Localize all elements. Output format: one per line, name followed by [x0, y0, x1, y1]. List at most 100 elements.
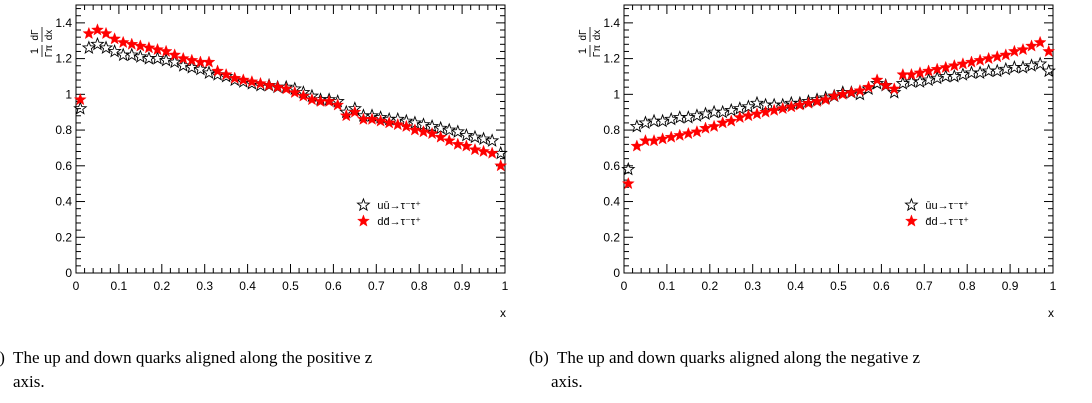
- chart-0-series-1-point: [228, 71, 242, 84]
- chart-0-xtick-label: 0: [73, 279, 80, 293]
- chart-1-series-1-point: [853, 83, 867, 97]
- chart-0-series-1-point: [288, 85, 302, 99]
- caption-b: (b) The up and down quarks aligned along…: [529, 346, 1075, 394]
- chart-1-series-0-point: [655, 113, 670, 128]
- chart-0-series-1-point: [151, 42, 164, 56]
- chart-1-series-1-point: [759, 105, 773, 118]
- chart-0-series-0-point: [450, 124, 465, 138]
- chart-0-series-1-point: [185, 53, 199, 66]
- chart-1-xtick-label: 0.3: [744, 279, 761, 293]
- chart-0-series-1-point: [477, 144, 490, 157]
- chart-1-series-1-point: [793, 98, 807, 111]
- chart-1-ytick-label: 1.2: [603, 52, 620, 66]
- chart-1-series-1-point: [819, 92, 833, 106]
- chart-1-xtick-label: 0.6: [873, 279, 890, 293]
- chart-1-series-1-point: [844, 85, 858, 99]
- chart-0-series-0-point: [158, 52, 174, 67]
- chart-0-series-0-point: [459, 127, 474, 142]
- chart-1-series-1-point: [733, 110, 747, 124]
- chart-1-legend-label-1: d̄d→τ⁻τ⁺: [925, 216, 969, 228]
- chart-1-series-1-point: [630, 139, 644, 152]
- chart-panel-a: 0 0.1 0.2 0.3 0.4 0.5 0.6 0.7 0.8 0.9 1 0 0.2 0.4 0.6 0…: [0, 0, 540, 335]
- chart-1-series-1-point: [681, 126, 695, 140]
- chart-1-ytick-label: 0.4: [603, 195, 620, 209]
- chart-0-series-1-point: [451, 137, 465, 150]
- chart-0-series-1-point: [254, 76, 267, 90]
- chart-panel-b: 0 0.1 0.2 0.3 0.4 0.5 0.6 0.7 0.8 0.9 1 0 0.2 0.4 0.6 0…: [548, 0, 1092, 335]
- chart-1-series-1-point: [767, 103, 781, 116]
- chart-1-series-1-point: [922, 64, 936, 77]
- chart-1-series-0-point: [887, 85, 902, 99]
- chart-1-ytick-label: 0.6: [603, 159, 620, 173]
- chart-0-series-1-point: [485, 146, 499, 159]
- chart-0-series-1-point: [382, 116, 396, 129]
- chart-0-series-0-point: [107, 43, 122, 58]
- chart-1-series-0-point: [698, 106, 713, 121]
- chart-1-series-1-point: [947, 58, 961, 72]
- chart-0-ylabel-num: dΓ: [30, 29, 41, 41]
- chart-1-series-1-point: [879, 78, 893, 91]
- chart-0-series-1-point: [468, 142, 482, 156]
- chart-1-xtick-label: 0.5: [830, 279, 847, 293]
- chart-0-series-1-point: [399, 119, 413, 132]
- chart-0-series-0-point: [485, 133, 500, 147]
- chart-0-series-1-point: [142, 41, 156, 54]
- chart-1-series-0-point: [869, 76, 885, 90]
- chart-0-ytick-label: 0.2: [55, 230, 72, 244]
- chart-0-xtick-label: 0.6: [325, 279, 342, 293]
- chart-1-series-0-point: [749, 95, 765, 110]
- chart-1-series-1-point: [741, 108, 755, 122]
- chart-1-legend-marker-0: [904, 197, 919, 212]
- chart-0-ytick-label: 1.2: [55, 52, 72, 66]
- chart-0-xtick-label: 0.1: [111, 279, 128, 293]
- chart-0-series-0-point: [124, 47, 139, 62]
- chart-0-ytick-label: 1: [65, 87, 72, 101]
- chart-0-xtick-label: 0.4: [239, 279, 256, 293]
- chart-1-series-1-point: [673, 128, 687, 141]
- chart-1-series-1-point: [621, 176, 635, 190]
- chart-0-series-1-point: [262, 78, 276, 91]
- chart-0-legend-marker-0: [356, 197, 371, 212]
- chart-0-ylabel-den: dx: [44, 30, 55, 41]
- caption-a: (a) The up and down quarks aligned along…: [0, 346, 532, 394]
- chart-1-series-1-point: [776, 101, 790, 115]
- chart-0-ytick-label: 0: [65, 266, 72, 280]
- chart-0-ylabel-one: 1: [29, 48, 41, 54]
- chart-1-series-1-point: [656, 132, 670, 145]
- chart-1-xlabel: x: [1048, 306, 1054, 320]
- chart-0-series-1-point: [271, 80, 285, 93]
- chart-0-series-0-point: [219, 68, 234, 83]
- chart-1-xtick-label: 1: [1050, 279, 1057, 293]
- chart-0-series-1-point: [279, 82, 293, 95]
- chart-1-series-0-point: [861, 81, 876, 96]
- chart-0-series-1-point: [322, 94, 336, 107]
- chart-1-series-0-point: [955, 67, 971, 81]
- chart-1-ylabel-num: dΓ: [578, 29, 589, 41]
- chart-0-series-1-point: [348, 105, 362, 118]
- chart-0-series-1-point: [391, 117, 405, 131]
- chart-1-series-0-point: [664, 111, 679, 126]
- chart-0-series-1-point: [236, 73, 250, 86]
- chart-1-series-1-point: [1016, 42, 1030, 56]
- chart-1-series-0-point: [681, 110, 696, 124]
- chart-1-series-1-point: [1007, 44, 1021, 57]
- chart-0-series-1-point: [176, 51, 190, 65]
- chart-1-ytick-label: 0: [613, 266, 620, 280]
- chart-0-series-0-point: [184, 60, 199, 74]
- chart-0-xtick-label: 0.8: [411, 279, 428, 293]
- chart-1-series-1-point: [999, 48, 1013, 61]
- chart-0-series-1-point: [108, 32, 122, 45]
- chart-0-ytick-label: 1.4: [55, 16, 72, 30]
- chart-0-xtick-label: 0.3: [196, 279, 213, 293]
- caption-a-line2: axis.: [13, 372, 45, 391]
- chart-0-series-1-point: [374, 114, 388, 127]
- chart-1-series-1-point: [870, 73, 884, 86]
- chart-0-series-0-point: [133, 49, 148, 63]
- chart-0-ytick-label: 0.4: [55, 195, 72, 209]
- chart-1-ytick-label: 0.2: [603, 230, 620, 244]
- chart-0-series-1-point: [219, 67, 233, 81]
- chart-1-series-0-point: [930, 70, 945, 85]
- chart-0-xtick-label: 0.7: [368, 279, 385, 293]
- chart-0-series-0-point: [193, 61, 208, 76]
- chart-0-series-1-point: [305, 92, 319, 106]
